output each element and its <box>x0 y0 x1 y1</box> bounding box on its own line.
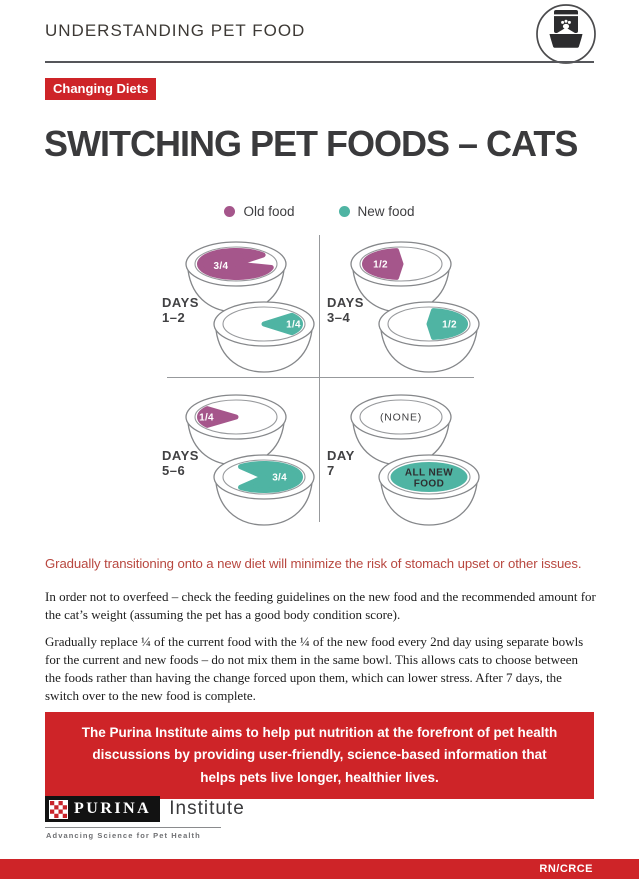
diagram-vertical-divider <box>319 235 320 522</box>
purina-institute-info-box: The Purina Institute aims to help put nu… <box>45 712 594 799</box>
new-food-dot <box>338 206 350 217</box>
quadrant-days-1-2: DAYS 1–2 3/4 1/4 <box>160 228 318 378</box>
tagline-divider <box>45 827 221 828</box>
diagram-horizontal-divider <box>167 377 474 378</box>
quadrant-days-3-4: DAYS 3–4 1/2 1/2 <box>325 228 483 378</box>
svg-text:3/4: 3/4 <box>213 261 228 272</box>
pet-food-icon <box>534 2 598 71</box>
old-food-dot <box>224 206 236 217</box>
legend-item-new-food: New food <box>338 204 415 219</box>
quadrant-day-7: DAY 7 (NONE) ALL NEW FOOD <box>325 381 483 531</box>
bowls-days-1-2: 3/4 1/4 <box>185 241 315 373</box>
svg-text:FOOD: FOOD <box>414 479 445 490</box>
svg-text:(NONE): (NONE) <box>380 412 422 424</box>
paragraph-replacement-method: Gradually replace ¼ of the current food … <box>45 633 584 703</box>
institute-wordmark: Institute <box>169 798 245 819</box>
key-statement: Gradually transitioning onto a new diet … <box>45 556 582 571</box>
purina-wordmark: PURINA <box>74 800 152 817</box>
document-code: RN/CRCE <box>539 863 593 875</box>
svg-text:ALL NEW: ALL NEW <box>405 468 453 479</box>
paragraph-feeding-guidelines: In order not to overfeed – check the fee… <box>45 589 596 622</box>
svg-text:1/4: 1/4 <box>199 413 214 424</box>
purina-checkerboard-icon <box>49 799 68 819</box>
quadrant-label: DAYS 1–2 <box>162 295 199 325</box>
brand-tagline: Advancing Science for Pet Health <box>46 831 201 840</box>
svg-text:1/2: 1/2 <box>373 260 388 271</box>
transition-diagram: DAYS 1–2 3/4 1/4 DAYS 3–4 1/2 1/2 DAYS 5–6… <box>0 228 639 538</box>
page-title: SWITCHING PET FOODS – CATS <box>44 123 578 164</box>
quadrant-days-5-6: DAYS 5–6 1/4 3/4 <box>160 381 318 531</box>
header-title: UNDERSTANDING PET FOOD <box>45 21 306 40</box>
bowls-days-3-4: 1/2 1/2 <box>350 241 480 373</box>
svg-text:1/4: 1/4 <box>286 320 301 331</box>
legend: Old food New food <box>0 204 639 219</box>
category-badge: Changing Diets <box>45 78 157 100</box>
svg-text:1/2: 1/2 <box>442 320 457 331</box>
header-divider <box>45 61 594 63</box>
new-food-label: New food <box>357 204 415 219</box>
quadrant-label: DAY 7 <box>327 448 355 478</box>
old-food-label: Old food <box>243 204 295 219</box>
footer-bar: RN/CRCE <box>0 859 639 879</box>
legend-item-old-food: Old food <box>224 204 295 219</box>
footer-brand: PURINA Institute <box>45 796 245 822</box>
quadrant-label: DAYS 3–4 <box>327 295 364 325</box>
purina-logo: PURINA <box>45 796 161 822</box>
quadrant-label: DAYS 5–6 <box>162 448 199 478</box>
svg-text:3/4: 3/4 <box>272 473 287 484</box>
bowls-days-5-6: 1/4 3/4 <box>185 394 315 526</box>
